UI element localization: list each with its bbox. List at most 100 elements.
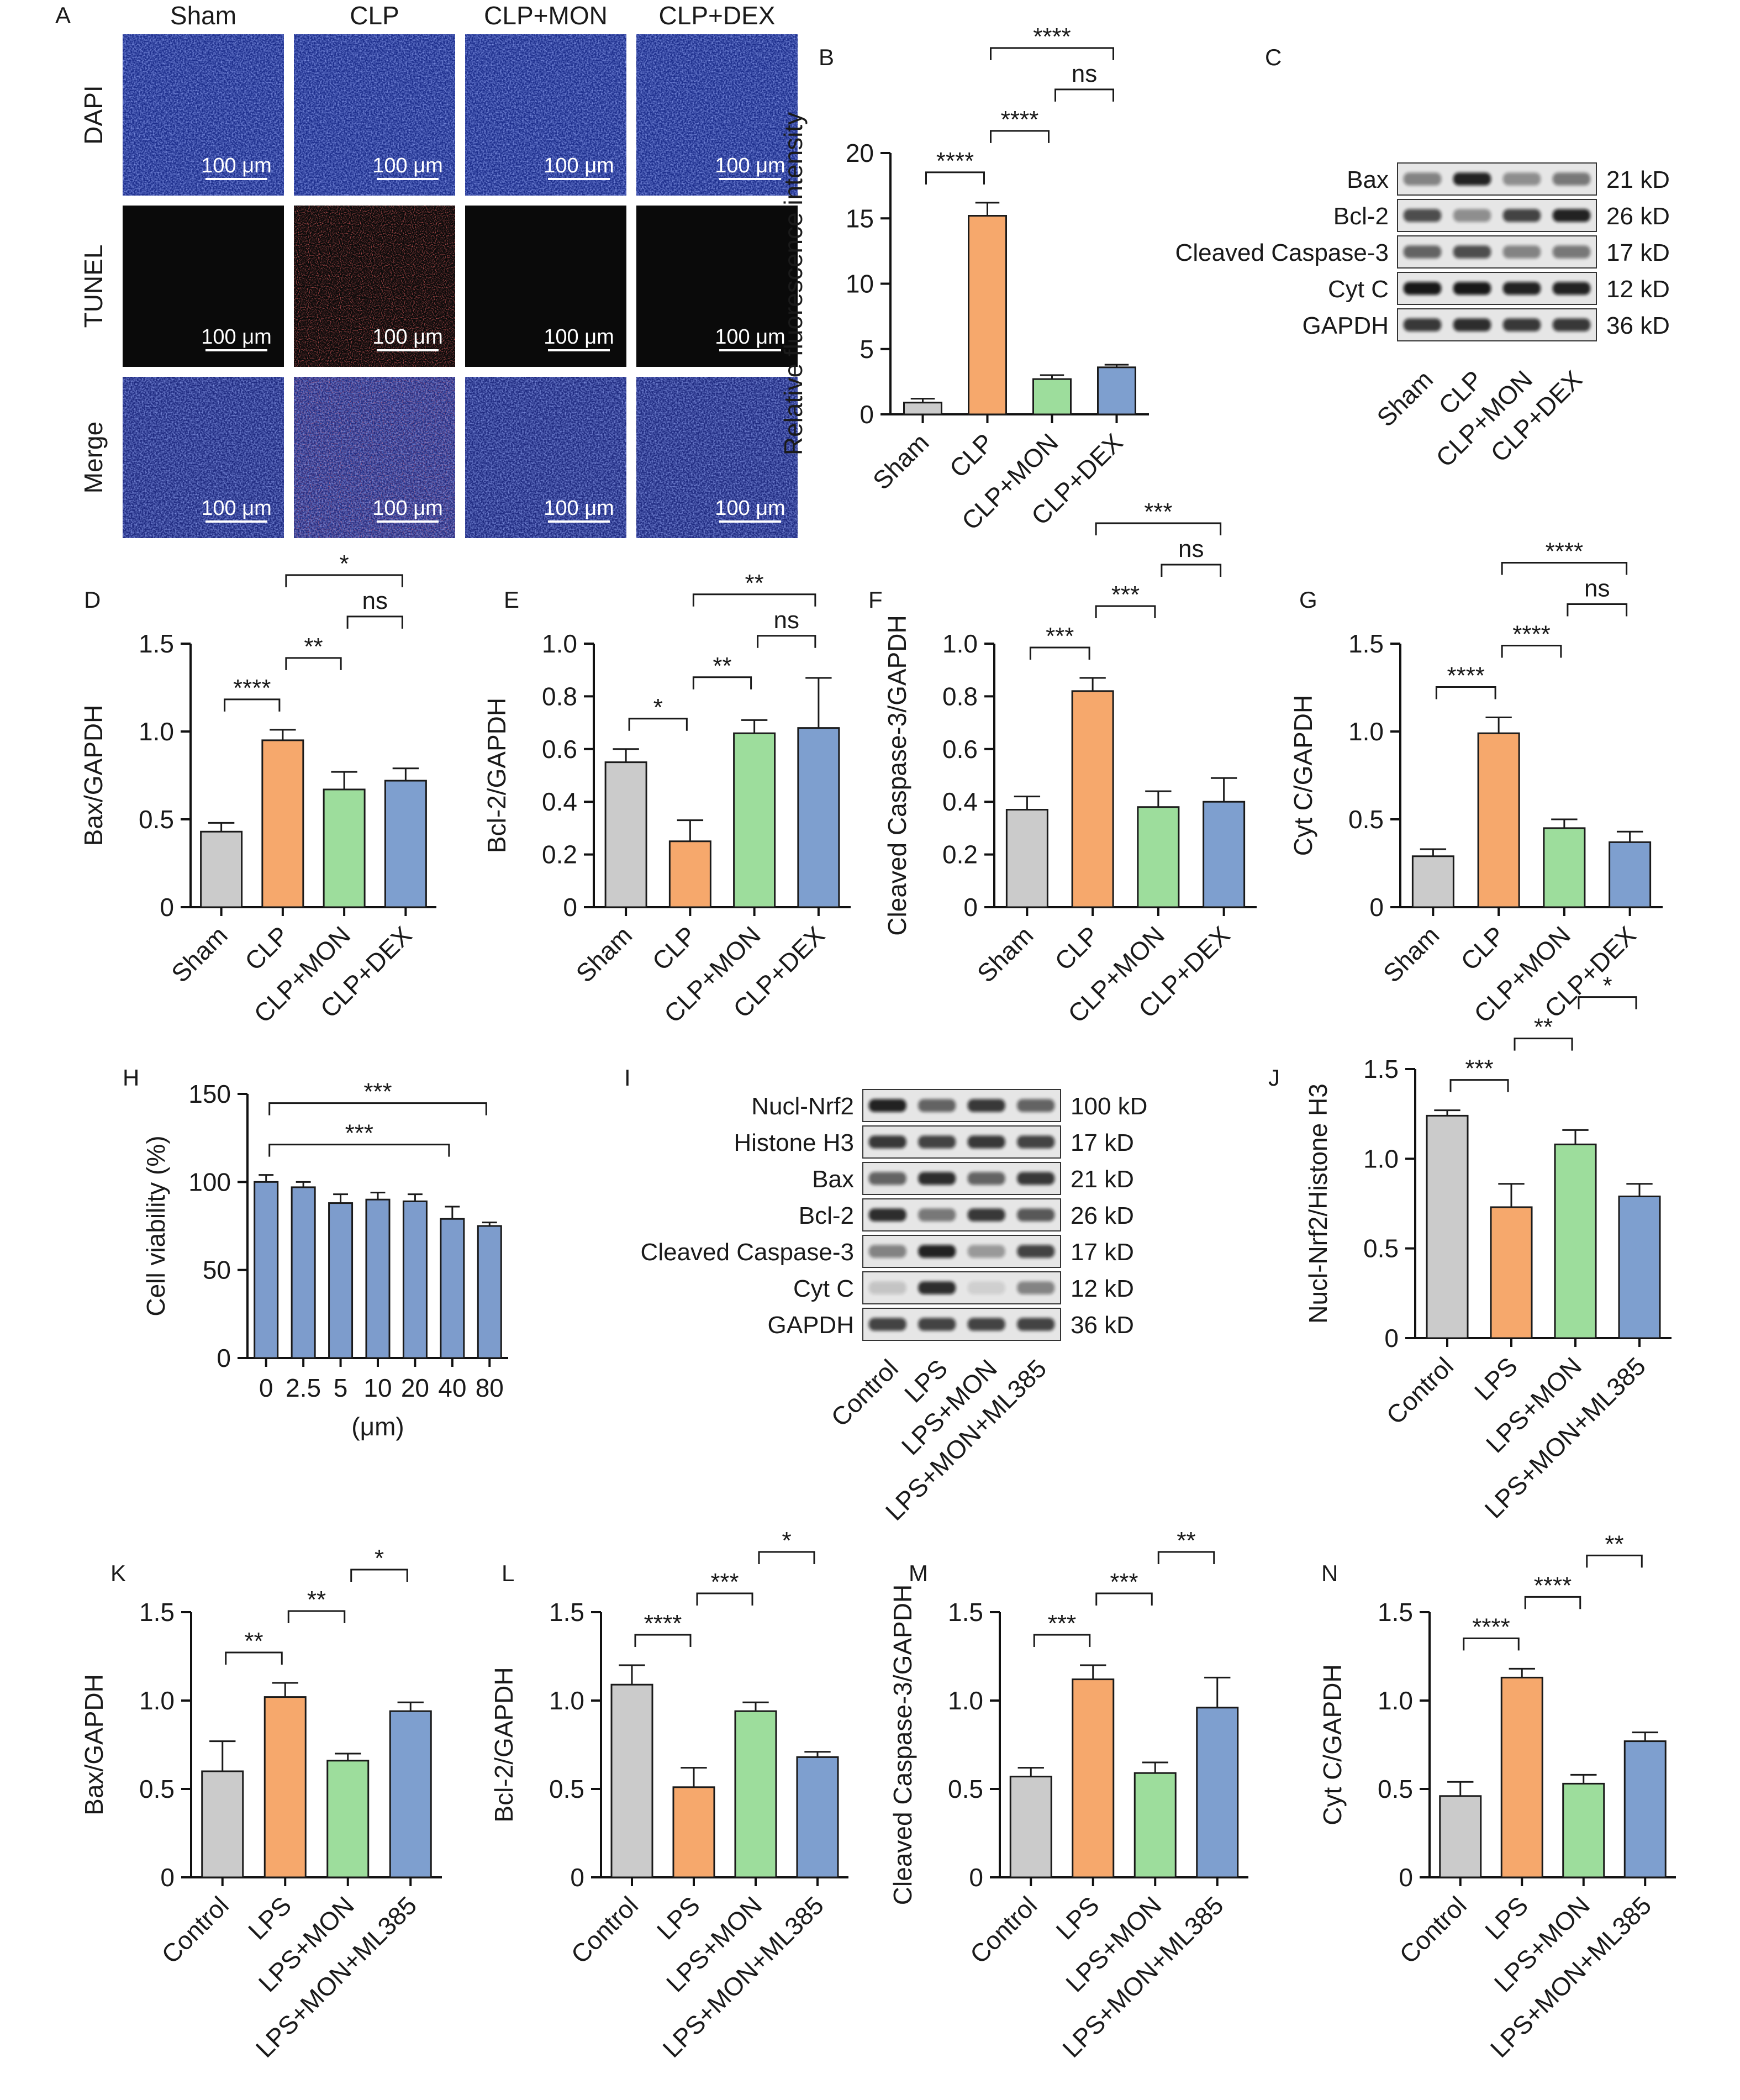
row-header: TUNEL (79, 245, 108, 328)
protein-band (1453, 282, 1491, 295)
blot-row-histone-h3: Histone H3 17 kD (734, 1125, 1134, 1159)
significance-bracket (1501, 645, 1562, 658)
significance-bracket (1029, 646, 1090, 660)
y-tick-label: 1.5 (948, 1598, 983, 1627)
blot-row-nucl-nrf2: Nucl-Nrf2 100 kD (751, 1089, 1147, 1122)
panel-letter: G (1299, 587, 1317, 613)
protein-band (967, 1281, 1005, 1294)
y-tick-label: 1.0 (139, 717, 174, 746)
bar-clp-mon (1137, 806, 1180, 908)
significance-bracket (1095, 605, 1156, 619)
significance-bracket (1524, 1596, 1581, 1609)
significance-label: *** (345, 1120, 373, 1147)
band-label: Bcl-2 (799, 1202, 854, 1229)
significance-bracket (268, 1144, 450, 1157)
y-tick-label: 0.5 (1363, 1234, 1399, 1263)
y-axis-label: Bcl-2/GAPDH (482, 698, 511, 853)
bar-clp (1477, 732, 1520, 908)
band-label: GAPDH (1303, 312, 1389, 339)
y-tick-label: 0.5 (1378, 1775, 1413, 1803)
significance-label: ** (1177, 1527, 1195, 1554)
significance-bracket (285, 574, 403, 587)
y-axis-label: Cell viability (%) (141, 1135, 170, 1316)
bar-clp (1071, 690, 1114, 908)
lane-label: Sham (1371, 365, 1438, 432)
significance-label: * (653, 694, 663, 721)
protein-band (1017, 1099, 1055, 1112)
significance-label: ns (1178, 535, 1204, 562)
significance-bracket (1586, 1554, 1643, 1568)
significance-label: *** (1465, 1055, 1493, 1082)
y-tick-label: 0.4 (542, 787, 577, 816)
y-tick-label: 150 (188, 1080, 231, 1108)
significance-label: * (782, 1527, 791, 1554)
y-axis-label: Cyt C/GAPDH (1289, 695, 1317, 856)
significance-bracket (1161, 564, 1222, 577)
x-tick-label: 40 (438, 1373, 466, 1402)
micrograph-background (636, 206, 798, 367)
y-tick-label: 0.8 (942, 682, 978, 710)
significance-bracket (350, 1569, 408, 1582)
y-axis-label: Cleaved Caspase-3/GAPDH (888, 1585, 917, 1905)
bar-10 (365, 1198, 391, 1359)
bar-lps (672, 1786, 715, 1878)
protein-band (1552, 282, 1591, 295)
protein-band (967, 1099, 1005, 1112)
protein-band (1502, 282, 1541, 295)
panel-c-western-blot: C Bax 21 kD Bcl-2 26 kD Cleaved Caspase-3 17 k… (1175, 44, 1670, 472)
chart-panel-f: F 0 0.2 0.4 0.6 0.8 1.0 Cleaved Caspase-3/GAPDH… (868, 498, 1257, 1028)
y-tick-label: 1.5 (139, 1598, 175, 1627)
chart-panel-b: B 0 5 10 15 20 Relative fluorescence intensity… (779, 23, 1149, 535)
panel-a-microscopy: A Sham CLP CLP+MON CLP+DEX DAPI TUNEL Merge 100 … (55, 1, 798, 538)
y-tick-label: 10 (846, 270, 874, 298)
protein-band (868, 1172, 906, 1185)
protein-band (1017, 1245, 1055, 1258)
significance-label: ** (244, 1628, 263, 1655)
significance-bracket (1095, 1592, 1153, 1606)
scale-bar-label: 100 μm (544, 325, 614, 349)
chart-panel-j: J 0 0.5 1.0 1.5 Nucl-Nrf2/Histone H3 Control LP… (1268, 972, 1672, 1524)
column-header: Sham (170, 1, 236, 30)
x-tick-label: Control (964, 1891, 1043, 1969)
band-label: Bax (1347, 166, 1389, 193)
protein-band (918, 1281, 956, 1294)
protein-band (1403, 245, 1442, 259)
y-tick-label: 0 (217, 1344, 231, 1372)
bar-2-5 (291, 1186, 316, 1359)
y-tick-label: 1.0 (942, 629, 978, 658)
micrograph-dapi-clp-dex: 100 μm (636, 34, 798, 196)
y-tick-label: 0 (969, 1863, 983, 1892)
bar-clp-mon (733, 732, 776, 908)
protein-band (1453, 172, 1491, 186)
protein-band (1453, 245, 1491, 259)
significance-label: **** (1534, 1572, 1572, 1599)
protein-band (868, 1245, 906, 1258)
band-size-label: 21 kD (1071, 1166, 1134, 1193)
y-tick-label: 5 (860, 335, 874, 364)
nuclei-texture (636, 34, 798, 196)
x-tick-label: Control (1394, 1891, 1472, 1969)
chart-panel-h: H 0 50 100 150 Cell viability (%) 0 2.5 5 10 20 40 8… (123, 1065, 508, 1441)
y-tick-label: 1.5 (139, 629, 174, 658)
significance-label: * (1602, 972, 1612, 999)
significance-bracket (225, 1651, 283, 1665)
bar-sham (903, 402, 942, 415)
protein-band (1017, 1281, 1055, 1294)
micrograph-background (123, 206, 284, 367)
protein-band (918, 1208, 956, 1222)
significance-label: *** (1046, 623, 1074, 650)
x-tick-label: 20 (401, 1373, 429, 1402)
blot-row-cyt-c: Cyt C 12 kD (1328, 272, 1670, 305)
blot-row-cyt-c: Cyt C 12 kD (793, 1271, 1134, 1304)
significance-bracket (285, 657, 342, 670)
significance-label: **** (1472, 1613, 1510, 1640)
nuclei-texture (465, 34, 626, 196)
significance-label: **** (233, 675, 271, 702)
protein-band (868, 1318, 906, 1331)
y-tick-label: 50 (203, 1256, 231, 1285)
band-size-label: 12 kD (1071, 1275, 1134, 1302)
